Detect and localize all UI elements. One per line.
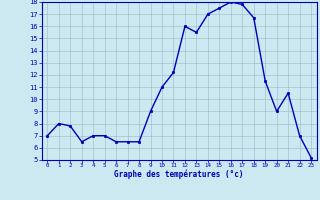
X-axis label: Graphe des températures (°c): Graphe des températures (°c) — [115, 170, 244, 179]
